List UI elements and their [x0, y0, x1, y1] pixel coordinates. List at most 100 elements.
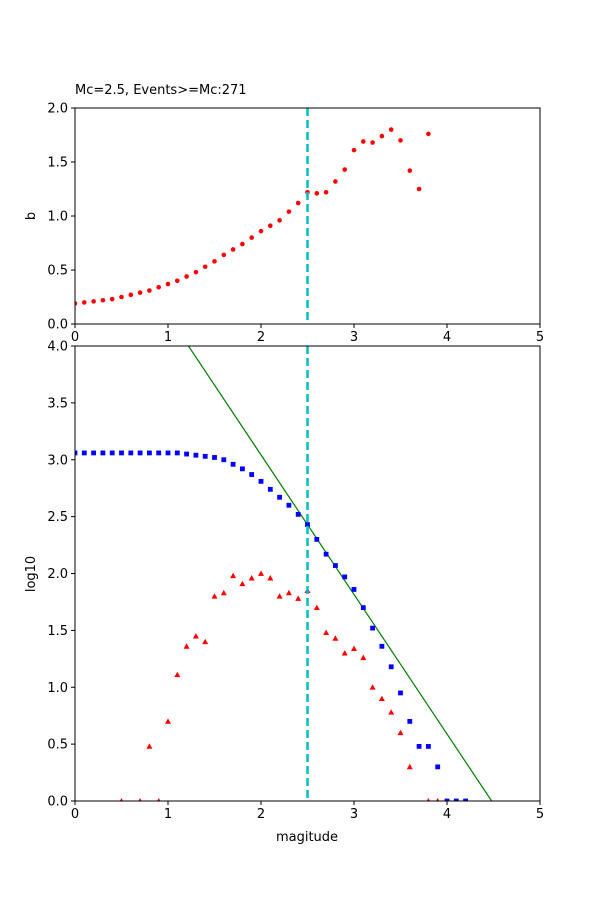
fmd-noncumulative-point	[388, 709, 395, 715]
fmd-noncumulative-point	[258, 570, 264, 576]
fmd-cumulative-point	[360, 605, 366, 611]
fmd-cumulative-point	[137, 450, 143, 456]
fmd-x-tick-label: 1	[164, 807, 172, 822]
fmd-cumulative-point	[184, 451, 189, 457]
b-point	[398, 138, 403, 143]
fmd-y-axis-label: log10	[24, 556, 39, 592]
b-point	[165, 281, 171, 287]
b-point	[249, 235, 254, 240]
fmd-noncumulative-point	[220, 589, 227, 596]
b-point	[175, 278, 180, 284]
fmd-cumulative-point	[128, 450, 134, 456]
b-y-tick-label: 1.0	[47, 210, 68, 225]
b-point	[128, 292, 134, 298]
fmd-noncumulative-point	[248, 575, 255, 581]
fmd-noncumulative-point	[165, 718, 171, 724]
b-point	[286, 209, 292, 214]
fmd-cumulative-point	[202, 453, 208, 459]
b-y-tick-label: 0.0	[47, 318, 68, 333]
b-x-tick-label: 2	[257, 330, 265, 345]
fmd-cumulative-point	[81, 450, 87, 456]
fmd-cumulative-point	[444, 798, 450, 801]
fmd-cumulative-point	[314, 536, 320, 542]
fmd-y-tick-label: 2.0	[47, 567, 68, 582]
b-point	[351, 147, 357, 153]
fmd-cumulative-point	[305, 522, 310, 527]
fmd-noncumulative-point	[369, 684, 376, 690]
b-y-tick-label: 1.5	[47, 156, 68, 171]
b-point	[221, 252, 227, 258]
fmd-cumulative-point	[463, 798, 468, 801]
b-point	[75, 301, 78, 306]
fmd-noncumulative-point	[426, 798, 431, 801]
b-point	[184, 274, 189, 279]
b-point	[333, 179, 338, 184]
b-point	[91, 299, 96, 304]
fmd-noncumulative-point	[323, 629, 330, 636]
fmd-x-tick-label: 0	[71, 807, 79, 822]
b-point	[137, 290, 143, 295]
frequency-magnitude-panel: 0 1 2 3 4 50.00.51.01.52.02.53.03.54.0 log10 …	[24, 340, 544, 846]
fmd-cumulative-point	[165, 450, 171, 456]
fmd-noncumulative-point	[183, 643, 190, 649]
b-value-panel: Mc=2.5, Events>=Mc:271 0 1 2 3 4 5 0.0 0.5 1.0 1.…	[24, 83, 544, 345]
fmd-fit-line	[187, 346, 493, 801]
fmd-cumulative-point	[249, 472, 255, 477]
fmd-noncumulative-point	[202, 638, 209, 645]
fmd-noncumulative-point	[378, 695, 385, 702]
b-point	[119, 294, 124, 300]
fmd-cumulative-point	[435, 764, 441, 770]
fmd-cumulative-point	[100, 450, 106, 456]
b-point	[240, 241, 245, 247]
fmd-noncumulative-point	[351, 645, 357, 651]
fmd-noncumulative-point	[174, 671, 181, 678]
b-plot-area: 0 1 2 3 4 5 0.0 0.5 1.0 1.5 2.0	[47, 102, 544, 346]
b-x-tick-label: 3	[350, 330, 358, 345]
b-y-tick-label: 0.5	[47, 264, 68, 279]
b-point	[109, 296, 115, 302]
b-point	[82, 300, 87, 305]
fmd-cumulative-point	[333, 563, 338, 568]
fmd-cumulative-point	[240, 466, 245, 472]
fmd-cumulative-point	[277, 494, 282, 500]
b-x-tick-label: 4	[443, 330, 451, 345]
fmd-x-tick-label: 3	[350, 807, 358, 822]
fmd-cumulative-point	[323, 551, 329, 557]
fmd-noncumulative-point	[341, 650, 348, 656]
fmd-y-tick-label: 1.0	[47, 681, 68, 696]
fmd-noncumulative-point	[230, 572, 237, 579]
fmd-cumulative-point	[388, 664, 394, 670]
fmd-cumulative-point	[230, 461, 236, 467]
fmd-noncumulative-point	[146, 743, 153, 749]
fmd-y-tick-label: 3.0	[47, 453, 68, 468]
fmd-cumulative-point	[119, 450, 124, 456]
b-point	[342, 167, 348, 172]
fmd-y-tick-label: 0.5	[47, 738, 68, 753]
fmd-cumulative-point	[91, 450, 96, 456]
fmd-cumulative-point	[407, 718, 413, 724]
fmd-x-tick-label: 5	[536, 807, 544, 822]
fmd-cumulative-point	[426, 744, 431, 749]
fmd-noncumulative-point	[397, 729, 404, 736]
b-point	[361, 139, 366, 144]
fmd-plot-area: 0 1 2 3 4 5 0.0 0.5 1.0 1.5 2.0 2.5 3.0 3.5 4.0	[47, 340, 544, 823]
fmd-y-tick-label: 1.5	[47, 624, 68, 639]
b-point	[212, 259, 217, 264]
fmd-cumulative-point	[453, 798, 459, 801]
fmd-y-tick-label: 0.0	[47, 795, 68, 810]
fmd-cumulative-point	[351, 587, 357, 592]
b-point	[230, 247, 236, 252]
fmd-noncumulative-point	[192, 633, 199, 639]
fmd-cumulative-point	[258, 478, 264, 484]
b-point	[323, 189, 329, 195]
b-point	[100, 297, 106, 303]
fmd-noncumulative-point	[211, 593, 218, 599]
b-point	[379, 133, 385, 139]
fmd-noncumulative-point	[239, 580, 246, 587]
fmd-noncumulative-point	[436, 798, 440, 801]
fmd-cumulative-point	[174, 450, 180, 456]
b-data	[75, 127, 431, 306]
fmd-cumulative-point	[342, 574, 348, 580]
fmd-noncumulative-point	[313, 604, 320, 611]
